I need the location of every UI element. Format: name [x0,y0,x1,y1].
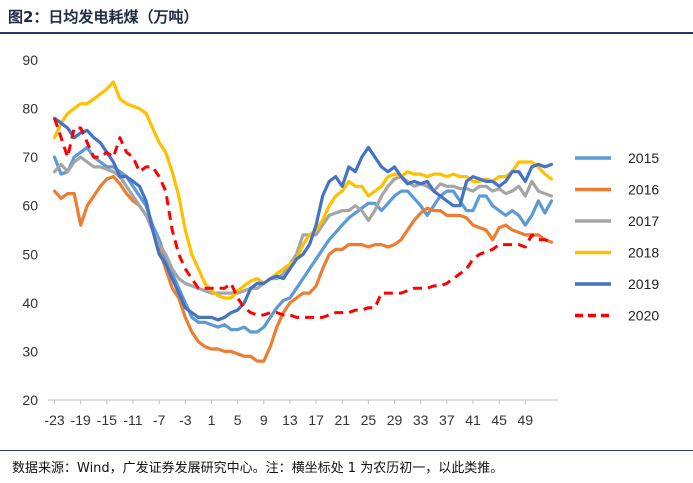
legend-label-2018: 2018 [628,245,659,261]
y-axis-ticks: 20 30 40 50 60 70 80 90 [22,52,38,408]
legend-label-2016: 2016 [628,182,659,198]
x-tick-label: 45 [491,412,507,428]
line-chart: 20 30 40 50 60 70 80 90 -23 -19 -15 -11 -7 -3 1 5 9 13 17… [22,52,659,428]
x-tick-label: 5 [234,412,242,428]
x-tick-label: 49 [518,412,534,428]
x-tick-label: -7 [153,412,166,428]
x-tick-label: 29 [387,412,403,428]
x-tick-label: 37 [439,412,455,428]
x-tick-label: 41 [465,412,481,428]
y-tick-label: 90 [22,52,38,68]
series-line-2017 [52,155,554,295]
x-tick-label: -23 [44,412,64,428]
x-tick-label: -15 [97,412,117,428]
x-tick-label: 33 [413,412,429,428]
legend-label-2019: 2019 [628,276,659,292]
y-tick-label: 60 [22,198,38,214]
source-rule [0,450,693,451]
y-tick-label: 40 [22,295,38,311]
x-tick-label: 13 [282,412,298,428]
legend: 2015 2016 2017 2018 2019 2020 [575,150,659,324]
x-tick-label: 1 [208,412,216,428]
x-tick-label: -19 [71,412,91,428]
y-tick-label: 30 [22,343,38,359]
legend-label-2017: 2017 [628,213,659,229]
y-tick-label: 20 [22,392,38,408]
series-line-2019 [52,116,554,322]
y-tick-label: 50 [22,246,38,262]
legend-label-2020: 2020 [628,308,659,324]
figure-title: 图2：日均发电耗煤（万吨） [8,8,199,26]
title-rule [0,32,693,34]
y-tick-label: 80 [22,101,38,117]
x-tick-label: 21 [334,412,350,428]
x-tick-label: -11 [123,412,142,428]
x-tick-label: 9 [260,412,268,428]
x-tick-label: -3 [179,412,192,428]
series-lines [52,80,554,363]
x-tick-label: 17 [308,412,324,428]
source-note: 数据来源：Wind，广发证券发展研究中心。注：横坐标处 1 为农历初一，以此类推… [12,461,504,476]
legend-label-2015: 2015 [628,150,659,166]
x-tick-label: 25 [361,412,377,428]
x-axis-ticks: -23 -19 -15 -11 -7 -3 1 5 9 13 17 21 25 29 33 37 41 45 49 [44,400,533,428]
y-tick-label: 70 [22,149,38,165]
series-line-2020 [53,117,553,319]
series-line-2015 [52,145,554,334]
